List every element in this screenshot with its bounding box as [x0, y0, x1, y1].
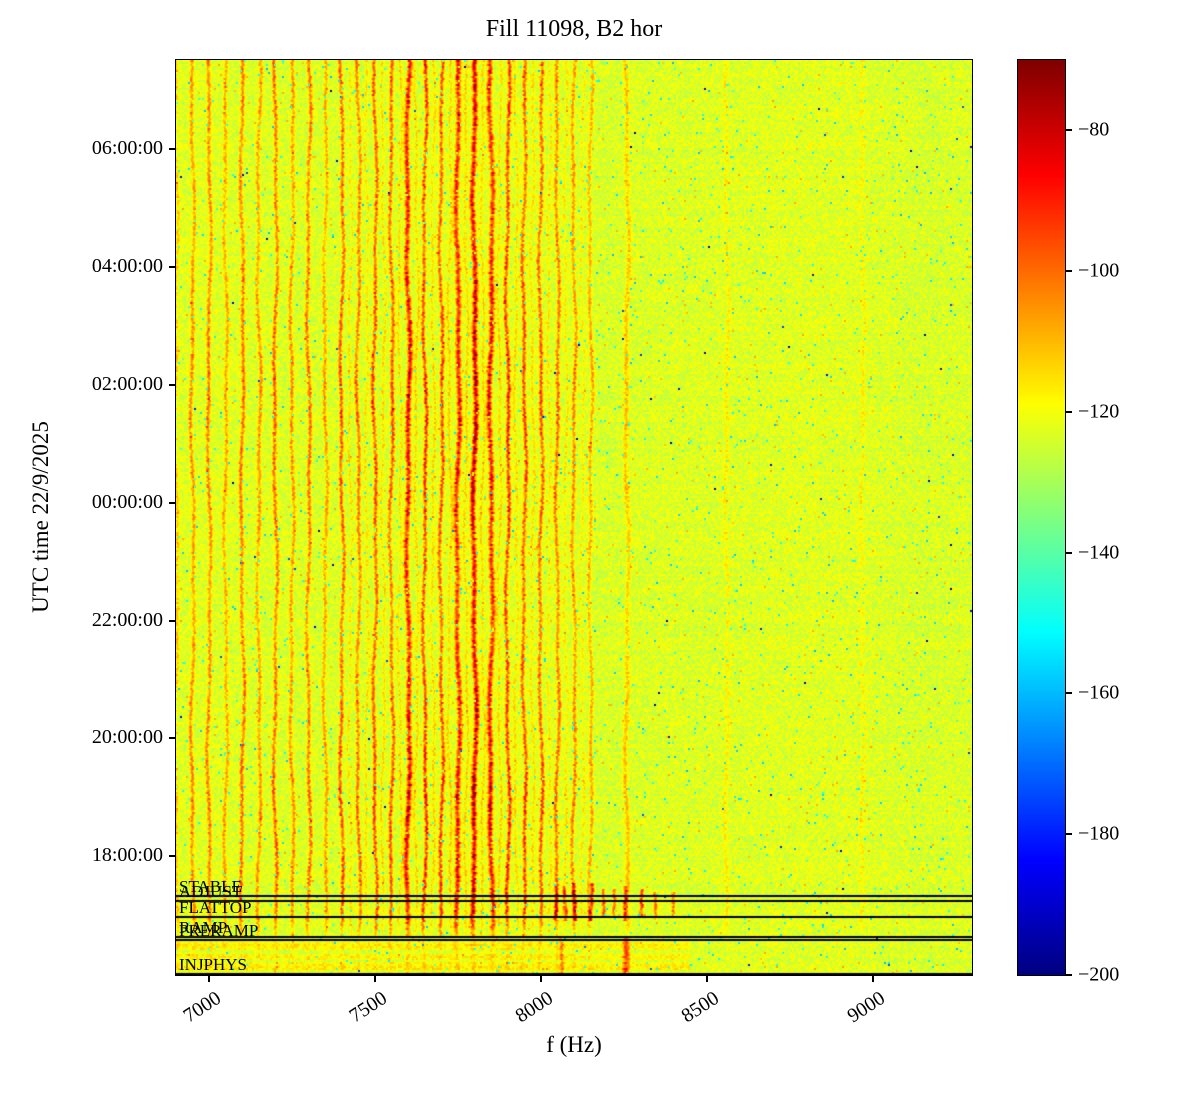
colorbar-tick-label: −100: [1078, 259, 1120, 282]
x-axis-label: f (Hz): [546, 1032, 602, 1057]
x-tick-label: 9000: [842, 987, 889, 1028]
beam-mode-label-preramp: PRERAMP: [179, 921, 259, 940]
x-tick-label: 7000: [179, 987, 226, 1028]
x-tick-mark: [539, 975, 542, 982]
y-tick-label: 04:00:00: [91, 255, 163, 278]
colorbar-tick-mark: [1065, 129, 1072, 132]
x-tick-mark: [208, 975, 211, 982]
x-tick-mark: [374, 975, 376, 982]
beam-mode-label-injphys: INJPHYS: [179, 955, 248, 974]
y-tick-label: 00:00:00: [91, 490, 163, 513]
y-tick-mark: [169, 737, 176, 740]
x-tick-mark: [871, 975, 874, 982]
spectrogram-canvas: [176, 60, 972, 975]
x-tick-label: 8000: [511, 987, 557, 1028]
colorbar-tick-mark: [1065, 692, 1072, 695]
y-tick-label: 18:00:00: [91, 844, 163, 867]
colorbar-tick-label: −120: [1078, 400, 1120, 423]
y-axis-label: UTC time 22/9/2025: [28, 421, 53, 613]
y-tick-label: 06:00:00: [91, 137, 163, 160]
beam-mode-label-stable: STABLE: [179, 877, 242, 896]
y-tick-mark: [169, 266, 176, 269]
colorbar-tick-mark: [1065, 833, 1072, 836]
colorbar-tick-mark: [1065, 270, 1072, 273]
y-tick-mark: [169, 855, 176, 858]
x-tick-mark: [705, 975, 708, 982]
colorbar-tick-label: −140: [1078, 541, 1120, 564]
colorbar: [1017, 59, 1066, 976]
beam-mode-label-adjust: ADJUST: [179, 882, 243, 901]
y-tick-mark: [169, 619, 176, 622]
colorbar-tick-mark: [1065, 551, 1072, 554]
y-tick-mark: [169, 501, 176, 504]
colorbar-tick-label: −80: [1078, 118, 1110, 141]
y-tick-mark: [169, 148, 176, 151]
colorbar-tick-label: −160: [1078, 681, 1120, 704]
y-tick-label: 02:00:00: [91, 373, 163, 396]
colorbar-canvas: [1018, 60, 1065, 975]
y-tick-label: 22:00:00: [91, 608, 163, 631]
y-tick-label: 20:00:00: [91, 726, 163, 749]
y-tick-mark: [169, 384, 176, 387]
beam-mode-label-flattop: FLATTOP: [179, 898, 252, 917]
beam-mode-label-ramp: RAMP: [179, 918, 228, 937]
colorbar-tick-label: −180: [1078, 822, 1120, 845]
colorbar-tick-label: −200: [1078, 963, 1120, 986]
colorbar-tick-mark: [1065, 410, 1072, 413]
x-tick-label: 8500: [677, 987, 723, 1028]
chart-title: Fill 11098, B2 hor: [485, 16, 663, 42]
colorbar-tick-mark: [1065, 974, 1072, 976]
plot-area: INJPHYS PRERAMP RAMP FLATTOP ADJUST STABLE: [175, 59, 973, 976]
x-tick-label: 7500: [345, 987, 391, 1028]
